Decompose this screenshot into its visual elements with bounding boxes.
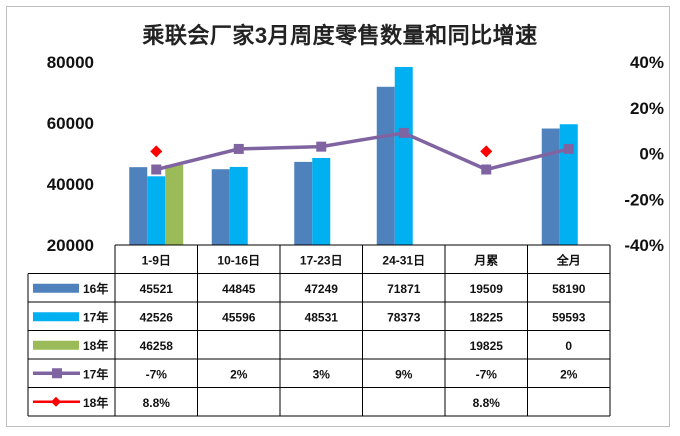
- marker-point-月累: [480, 145, 493, 158]
- data-label: 9%: [395, 367, 413, 381]
- data-label: 58190: [552, 282, 586, 296]
- legend-label: 18年: [83, 338, 108, 353]
- data-label: 8.8%: [473, 396, 501, 410]
- data-label: -7%: [476, 367, 498, 381]
- legend-key-marker: [52, 368, 62, 379]
- data-label: 59593: [552, 310, 586, 324]
- bar-16年-全月: [541, 128, 560, 245]
- data-label: 19509: [470, 282, 504, 296]
- bar-16年-1-9日: [129, 167, 148, 245]
- legend-label: 17年: [83, 366, 108, 381]
- y-left-tick-label: 20000: [47, 236, 94, 255]
- x-tick-label: 17-23日: [300, 253, 343, 267]
- chart-frame: [6, 6, 670, 427]
- line-point-全月: [563, 143, 574, 154]
- data-label: 48531: [305, 310, 339, 324]
- data-label: 45596: [222, 310, 256, 324]
- data-label: 46258: [140, 339, 174, 353]
- data-label: 45521: [140, 282, 174, 296]
- legend-key-17年: [33, 312, 79, 322]
- data-label: 47249: [305, 282, 339, 296]
- legend-key-marker: [51, 396, 61, 407]
- y-right-tick-label: 20%: [630, 99, 664, 118]
- marker-point-1-9日: [150, 145, 163, 158]
- bar-16年-17-23日: [294, 161, 313, 245]
- legend-label: 18年: [83, 395, 108, 410]
- bar-17年-1-9日: [147, 176, 166, 245]
- legend-key-18年: [33, 340, 79, 350]
- data-label: 3%: [313, 367, 331, 381]
- y-left-tick-label: 80000: [47, 53, 94, 72]
- legend-key-16年: [33, 283, 79, 293]
- data-label: 78373: [387, 310, 421, 324]
- x-tick-label: 10-16日: [217, 253, 260, 267]
- y-right-tick-label: -20%: [624, 190, 664, 209]
- y-right-tick-label: 0%: [639, 145, 664, 164]
- y-left-tick-label: 60000: [47, 114, 94, 133]
- y-right-tick-label: -40%: [624, 236, 664, 255]
- bar-18年-1-9日: [165, 164, 184, 245]
- line-point-1-9日: [151, 164, 162, 175]
- chart-title: 乘联会厂家3月周度零售数量和同比增速: [142, 23, 538, 48]
- x-tick-label: 24-31日: [382, 253, 425, 267]
- data-label: -7%: [146, 367, 168, 381]
- x-tick-label: 1-9日: [142, 253, 171, 267]
- line-point-10-16日: [233, 143, 244, 154]
- line-point-月累: [481, 164, 492, 175]
- y-left-tick-label: 40000: [47, 175, 94, 194]
- data-label: 0: [565, 339, 572, 353]
- bar-16年-24-31日: [376, 86, 395, 245]
- bar-16年-10-16日: [211, 169, 230, 245]
- x-tick-label: 全月: [556, 252, 581, 267]
- line-point-17-23日: [316, 141, 327, 152]
- data-label: 8.8%: [143, 396, 171, 410]
- data-label: 71871: [387, 282, 421, 296]
- y-right-tick-label: 40%: [630, 53, 664, 72]
- data-label: 19825: [470, 339, 504, 353]
- legend-label: 17年: [83, 309, 108, 324]
- bar-17年-10-16日: [229, 166, 248, 245]
- bar-17年-24-31日: [394, 66, 413, 246]
- bar-17年-17-23日: [312, 157, 331, 245]
- line-series-17: [155, 131, 570, 172]
- data-label: 18225: [470, 310, 504, 324]
- data-label: 2%: [560, 367, 578, 381]
- line-point-24-31日: [398, 127, 409, 138]
- data-label: 42526: [140, 310, 174, 324]
- legend-label: 16年: [83, 281, 108, 296]
- data-label: 44845: [222, 282, 256, 296]
- bar-17年-全月: [559, 124, 578, 245]
- x-tick-label: 月累: [473, 253, 498, 267]
- data-label: 2%: [230, 367, 248, 381]
